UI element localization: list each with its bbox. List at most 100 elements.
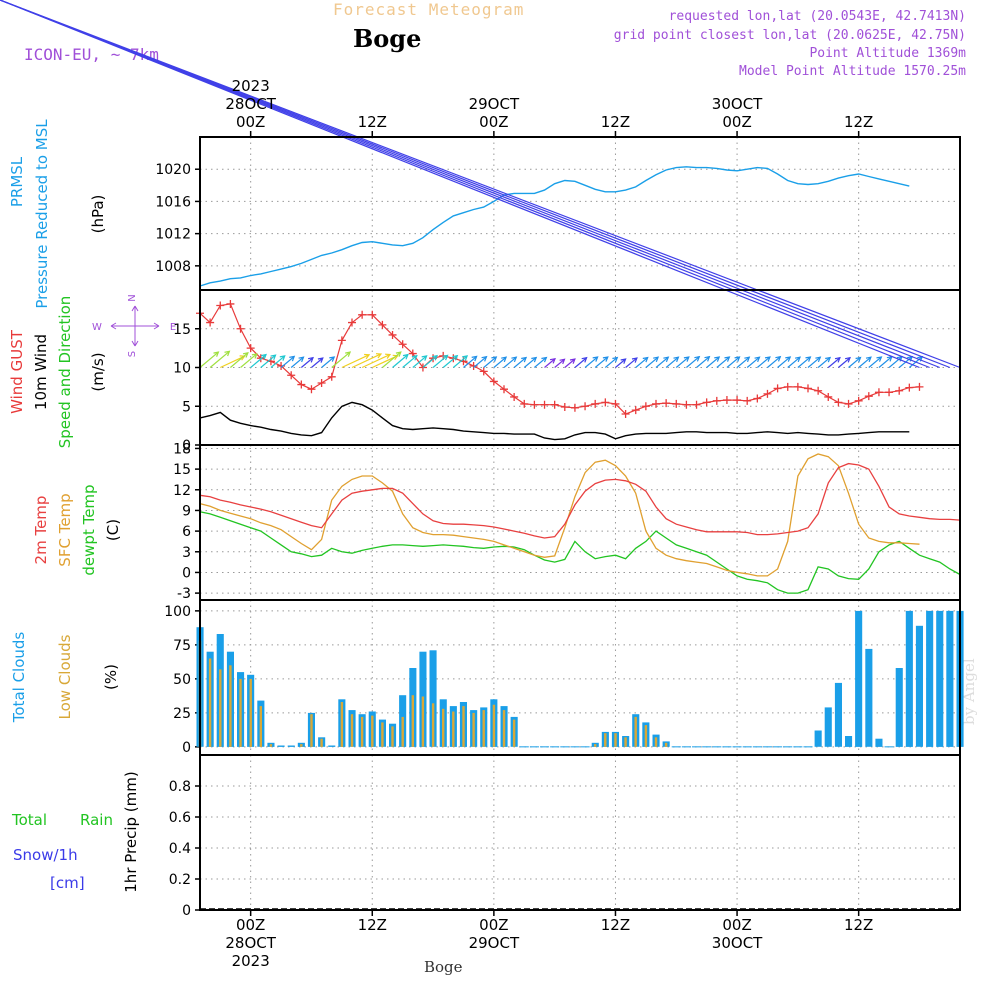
wind-arrow-head-31	[521, 356, 528, 363]
gust-marker-15	[348, 318, 356, 327]
wind-arrow-head-30	[511, 356, 518, 363]
grid-point-coords: grid point closest lon,lat (20.0625E, 42…	[613, 28, 966, 43]
wind-arrow-head-41	[620, 358, 627, 364]
wind-arrow-45	[655, 356, 669, 368]
gust-marker-66	[864, 392, 873, 401]
wind-arrow-54	[746, 356, 760, 368]
gust-marker-69	[895, 386, 904, 395]
low-cloud-bar-24	[442, 708, 445, 747]
pressure-frame	[199, 136, 961, 291]
temp-2m-label: 2m Temp	[32, 496, 50, 565]
top-axis-label-4-1: 00Z	[722, 113, 751, 131]
clouds-ytick-label-3: 75	[173, 638, 191, 654]
wind-arrow-5	[250, 354, 267, 368]
pressure-ytick-label-1: 1012	[155, 227, 191, 243]
gust-marker-28	[479, 367, 488, 376]
low-cloud-bar-41	[614, 733, 617, 747]
clouds-ytick-label-4: 100	[164, 604, 191, 620]
gust-marker-52	[722, 396, 731, 405]
pressure-ytick-label-3: 1020	[155, 162, 191, 178]
wind-speed-line	[199, 401, 910, 441]
wind-arrow-head-11	[317, 357, 324, 363]
gust-marker-49	[692, 400, 701, 409]
wind-arrow-56	[767, 356, 781, 368]
gust-marker-30	[500, 385, 508, 394]
top-axis-label-0-0: 2023	[232, 77, 270, 95]
wind-arrow-21	[412, 355, 427, 368]
gust-marker-13	[327, 372, 336, 381]
precip-unit-label: 1hr Precip (mm)	[122, 771, 140, 892]
gust-marker-48	[682, 400, 691, 409]
wind-arrow-head-38	[592, 356, 599, 362]
gust-marker-53	[733, 396, 742, 405]
wind-arrow-41	[615, 358, 626, 368]
wind-arrow-65	[858, 356, 872, 368]
top-axis-label-5-0: 12Z	[844, 113, 873, 131]
wind-arrow-73	[0, 0, 940, 369]
gust-marker-6	[256, 354, 265, 363]
wind-arrow-36	[564, 358, 576, 368]
low-cloud-bar-20	[401, 716, 404, 747]
compass-s: S	[127, 351, 138, 357]
wind-unit: (m/s)	[89, 352, 107, 391]
wind-arrow-11	[311, 357, 324, 368]
wind-arrow-51	[716, 356, 730, 368]
gust-marker-42	[621, 410, 630, 418]
wind-10m-label: 10m Wind	[32, 334, 50, 410]
wind-arrow-4	[240, 353, 258, 368]
wind-arrow-57	[777, 356, 791, 368]
wind-arrow-head-47	[683, 356, 690, 362]
sfc-temp-line	[199, 453, 920, 577]
wind-arrow-head-16	[385, 353, 392, 359]
gust-marker-3	[226, 299, 235, 308]
low-cloud-bar-39	[594, 744, 597, 747]
gust-marker-51	[712, 396, 721, 405]
gust-marker-47	[672, 399, 681, 408]
clouds-unit: (%)	[102, 664, 120, 690]
low-clouds-label: Low Clouds	[56, 634, 74, 719]
wind-arrow-32	[523, 357, 537, 368]
wind-arrow-head-34	[549, 358, 556, 364]
wind-arrow-head-19	[402, 353, 409, 360]
wind-arrow-28	[483, 356, 497, 368]
precip-rain-label: Rain	[80, 811, 113, 829]
precip-ytick-label-0: 0	[182, 903, 191, 919]
wind-arrow-50	[706, 356, 720, 368]
gust-marker-20	[398, 340, 407, 349]
total-cloud-bar-13	[328, 745, 336, 747]
wind-arrow-head-6	[270, 354, 277, 361]
wind-arrow-55	[756, 356, 771, 368]
temperature-frame	[199, 444, 961, 601]
wind-arrow-75	[0, 0, 961, 369]
wind-arrow-head-13	[345, 351, 352, 357]
wind-arrow-head-5	[260, 353, 267, 360]
wind-arrow-head-62	[834, 356, 841, 363]
wind-arrow-head-40	[612, 356, 619, 363]
wind-arrow-8	[280, 355, 295, 368]
wind-arrow-12	[321, 356, 335, 368]
total-cloud-bar-64	[845, 736, 853, 747]
total-cloud-bar-69	[895, 668, 903, 747]
wind-arrow-43	[635, 357, 649, 368]
gust-marker-60	[804, 384, 812, 393]
low-cloud-bar-27	[472, 712, 475, 747]
pressure-line	[199, 166, 910, 287]
temperature-ytick-label-5: 12	[173, 483, 191, 499]
wind-ytick-label-0: 0	[182, 438, 191, 454]
wind-arrow-head-17	[392, 354, 399, 361]
bottom-axis-label-4-0: 00Z	[722, 916, 751, 934]
wind-arrow-48	[686, 356, 700, 368]
total-cloud-bar-67	[875, 738, 883, 747]
wind-arrow-head-37	[581, 356, 588, 363]
precip-frame	[199, 754, 961, 911]
gust-marker-32	[520, 399, 529, 408]
total-cloud-bar-61	[814, 730, 822, 747]
gust-marker-2	[216, 301, 225, 310]
clouds-ytick-label-1: 25	[173, 706, 191, 722]
gust-marker-11	[307, 385, 316, 394]
wind-arrow-head-10	[307, 356, 314, 363]
gust-marker-10	[297, 380, 306, 389]
wind-arrow-head-0	[213, 351, 220, 357]
gust-marker-37	[570, 403, 579, 412]
